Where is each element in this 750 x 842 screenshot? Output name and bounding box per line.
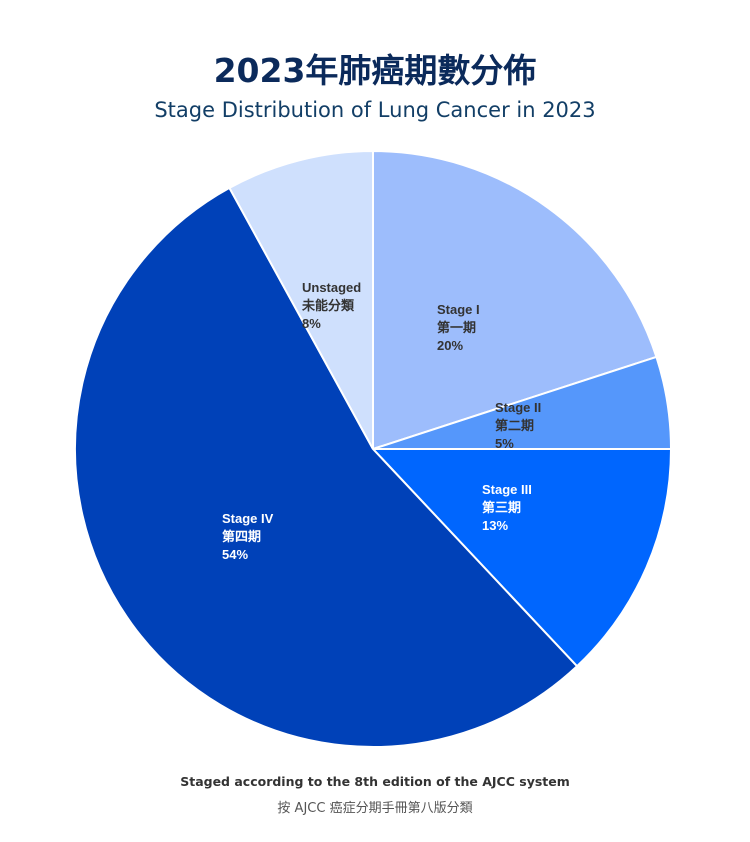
chart-title: 2023年肺癌期數分佈 <box>213 51 537 90</box>
chart-subtitle: Stage Distribution of Lung Cancer in 202… <box>154 98 596 122</box>
pie-slice-stage-iv <box>74 186 579 748</box>
slice-name-zh-unstaged: 未能分類 <box>302 298 355 313</box>
slice-label-stage-i: Stage I 第一期 20% <box>437 301 480 355</box>
slice-name-zh-stage-iii: 第三期 <box>482 500 522 515</box>
footnote-chinese: 按 AJCC 癌症分期手冊第八版分類 <box>277 801 473 816</box>
pie-slice-stage-iii <box>370 448 673 668</box>
pie-slice-stage-i <box>372 149 658 451</box>
slice-label-stage-iv: Stage IV 第四期 54% <box>222 510 273 564</box>
slice-label-stage-iii: Stage III 第三期 13% <box>482 481 532 535</box>
pie-slice-unstaged <box>228 149 374 450</box>
slice-value-stage-ii: 5% <box>495 436 514 451</box>
slice-name-en-unstaged: Unstaged <box>302 280 362 295</box>
slice-name-en-stage-iv: Stage IV <box>222 511 274 526</box>
slice-value-stage-i: 20% <box>437 338 464 353</box>
slice-name-zh-stage-iv: 第四期 <box>222 529 262 544</box>
slice-value-stage-iv: 54% <box>222 547 249 562</box>
slice-value-stage-iii: 13% <box>482 518 509 533</box>
footnote-english: Staged according to the 8th edition of t… <box>180 774 570 789</box>
slice-name-en-stage-i: Stage I <box>437 302 480 317</box>
slice-label-stage-ii: Stage II 第二期 5% <box>495 399 541 453</box>
slice-value-unstaged: 8% <box>302 316 321 331</box>
slice-name-en-stage-ii: Stage II <box>495 400 542 415</box>
slice-name-zh-stage-ii: 第二期 <box>495 418 535 433</box>
slice-name-en-stage-iii: Stage III <box>482 482 532 497</box>
slice-label-unstaged: Unstaged 未能分類 8% <box>302 279 361 333</box>
slice-name-zh-stage-i: 第一期 <box>437 320 477 335</box>
